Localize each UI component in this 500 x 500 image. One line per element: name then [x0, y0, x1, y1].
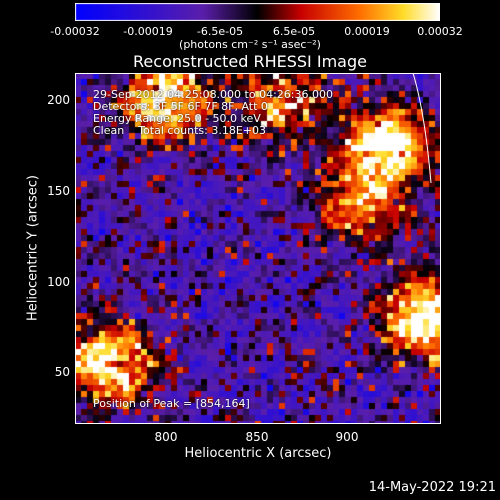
x-tick-label: 850	[245, 430, 269, 444]
heatmap-image	[75, 73, 441, 424]
colorbar-tick: -0.00032	[50, 25, 100, 38]
x-tick-label: 800	[154, 430, 178, 444]
y-tick-label: 150	[47, 184, 70, 198]
colorbar-tick: 0.00032	[417, 25, 463, 38]
y-axis-label: Heliocentric Y (arcsec)	[25, 175, 41, 321]
footer-date: 14-May-2022 19:21	[368, 480, 496, 495]
annotation-detectors: Detectors: 3F 5F 6F 7F 8F, Att 0	[93, 100, 268, 113]
colorbar	[75, 3, 440, 21]
annotation-method: Clean Total counts: 3.18E+03	[93, 124, 267, 137]
colorbar-tick: 0.00019	[344, 25, 390, 38]
annotation-time: 29-Sep-2012 04:25:08.000 to 04:26:36.000	[93, 88, 333, 101]
limb-curve	[412, 73, 432, 184]
annotation-energy: Energy Range: 25.0 - 50.0 keV	[93, 112, 261, 125]
x-tick-label: 900	[335, 430, 359, 444]
annotation-peak: Position of Peak = [854,164]	[93, 397, 250, 410]
colorbar-tick: 6.5e-05	[272, 25, 316, 38]
x-axis-label: Heliocentric X (arcsec)	[184, 446, 332, 461]
chart-title: Reconstructed RHESSI Image	[133, 52, 367, 71]
y-tick-label: 100	[47, 275, 70, 289]
plot-frame	[75, 73, 441, 424]
y-tick-label: 200	[47, 93, 70, 107]
colorbar-unit: (photons cm⁻² s⁻¹ asec⁻²)	[179, 38, 321, 51]
colorbar-tick: -6.5e-05	[196, 25, 244, 38]
y-tick-label: 50	[54, 365, 70, 379]
colorbar-tick: -0.00019	[123, 25, 173, 38]
